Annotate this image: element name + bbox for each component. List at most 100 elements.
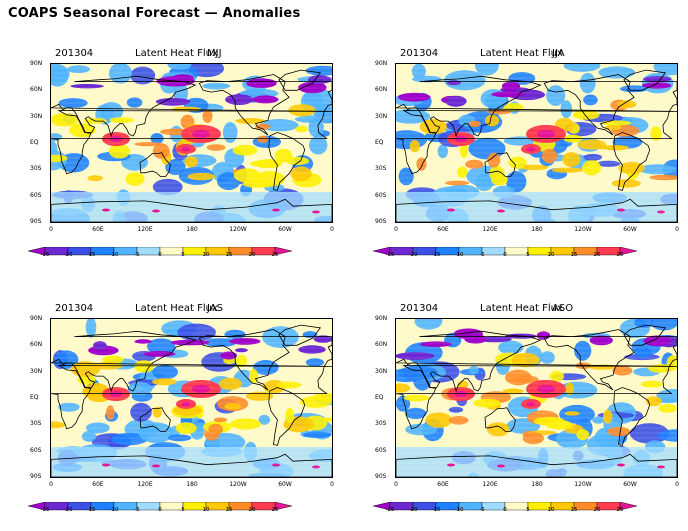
coastline-australia [139, 152, 171, 177]
coastline-north-america [543, 74, 635, 136]
anomaly-cell [224, 329, 246, 340]
lat-tick-label: 90S [375, 218, 387, 225]
lon-tick-label: 60E [92, 481, 104, 488]
map-panel-jas: 201304 Latent Heat Flux JAS 90N 60N 30N EQ 30S 6… [0, 303, 340, 528]
anomaly-cell [276, 381, 302, 389]
colorbar-tick-label: 20 [248, 507, 256, 513]
anomaly-cell [409, 139, 420, 153]
panel-season: JAS [207, 303, 223, 314]
coastline-south-america [613, 387, 651, 446]
anomaly-cell [274, 148, 293, 163]
anomaly-cell [69, 123, 96, 138]
panel-date: 201304 [55, 303, 94, 314]
anomaly-cell [106, 405, 115, 420]
anomaly-cell [272, 208, 280, 212]
anomaly-cell [583, 94, 598, 106]
anomaly-cell [152, 364, 178, 380]
lon-tick-label: 180 [186, 226, 198, 233]
anomaly-cell [565, 382, 574, 395]
anomaly-cell [414, 319, 443, 330]
anomaly-cell [598, 66, 636, 79]
lat-tick-label: EQ [375, 394, 384, 401]
lon-tick-label: 0 [675, 226, 679, 233]
colorbar-tick-label: 20 [593, 507, 601, 513]
anomaly-cell [579, 72, 596, 94]
anomaly-cell [541, 148, 558, 164]
anomaly-cell [229, 338, 261, 345]
coastlines [51, 324, 332, 477]
anomaly-cell [583, 153, 603, 161]
lon-tick-label: 0 [49, 481, 53, 488]
colorbar-tick-label: 0 [158, 252, 162, 258]
anomaly-cell [235, 355, 248, 367]
coastline-south-america [268, 387, 306, 446]
lon-tick-label: 180 [531, 226, 543, 233]
anomaly-cell [511, 352, 540, 368]
anomaly-cell [562, 152, 581, 167]
colorbar-tick-label: -20 [63, 507, 73, 513]
colorbar-tick-label: -10 [109, 252, 119, 258]
anomaly-cell [448, 416, 469, 425]
colorbar-swatch [619, 246, 638, 256]
lat-tick-label: 30S [375, 165, 387, 172]
coastline-australia [139, 407, 171, 432]
anomaly-cell [508, 156, 527, 169]
anomaly-cell [181, 146, 191, 152]
coastline-greenland [278, 69, 322, 91]
lon-tick-label: 180 [186, 481, 198, 488]
anomaly-cell [192, 129, 210, 139]
anomaly-cell [420, 341, 452, 347]
anomaly-cell [298, 81, 327, 94]
anomaly-cell [134, 339, 152, 344]
colorbar-tick-label: -15 [86, 252, 96, 258]
colorbar-tick-label: 10 [547, 252, 555, 258]
anomaly-cell [657, 429, 677, 442]
anomaly-cell [134, 360, 154, 373]
anomaly-cell [605, 124, 622, 131]
anomaly-cell [51, 64, 70, 85]
coastline-greenland [623, 324, 667, 346]
map-panel-mjj: 201304 Latent Heat Flux MJJ 90N 60N 30N EQ 30S 6… [0, 48, 340, 273]
colorbar-tick-label: -25 [40, 252, 50, 258]
colorbar: -25 -20 -15 -10 -5 0 5 10 15 20 25 [27, 497, 293, 517]
anomaly-cell [582, 160, 602, 176]
coastline-europe-asia [51, 330, 332, 393]
lon-tick-label: 60E [92, 226, 104, 233]
anomaly-cell [256, 135, 269, 143]
anomaly-cell [546, 85, 566, 106]
anomaly-cell [70, 84, 104, 89]
coastline-antarctica [51, 198, 332, 222]
anomaly-cell [51, 421, 66, 429]
anomaly-cell [246, 78, 277, 88]
anomaly-cell [640, 380, 663, 388]
anomaly-cell [295, 125, 308, 133]
colorbar-tick-label: -15 [86, 507, 96, 513]
anomaly-cell [208, 423, 223, 435]
colorbar-tick-label: 15 [570, 252, 578, 258]
anomaly-field [396, 319, 677, 477]
anomaly-cell [650, 126, 662, 141]
anomaly-cell [181, 401, 191, 407]
colorbar-swatch [136, 246, 161, 256]
colorbar-tick-label: -5 [134, 252, 140, 258]
anomaly-cell [526, 401, 536, 407]
lon-tick-label: 0 [394, 226, 398, 233]
anomaly-cell [259, 119, 299, 132]
lat-tick-label: 90S [30, 473, 42, 480]
colorbar-swatch [159, 501, 184, 511]
anomaly-cell [313, 335, 332, 343]
lon-tick-label: 120W [574, 226, 592, 233]
anomaly-cell [457, 166, 468, 178]
anomaly-cell [232, 144, 258, 156]
anomaly-cell [165, 159, 186, 175]
anomaly-cell [551, 167, 584, 173]
colorbar-tick-label: 5 [181, 507, 185, 513]
anomaly-cell [497, 464, 505, 468]
colorbar-tick-label: 5 [181, 252, 185, 258]
anomaly-cell [526, 146, 536, 152]
lat-tick-label: 30N [375, 368, 388, 375]
anomaly-cell [126, 97, 143, 108]
anomaly-cell [230, 418, 262, 430]
anomaly-cell [491, 91, 525, 98]
colorbar-tick-label: 25 [271, 252, 279, 258]
